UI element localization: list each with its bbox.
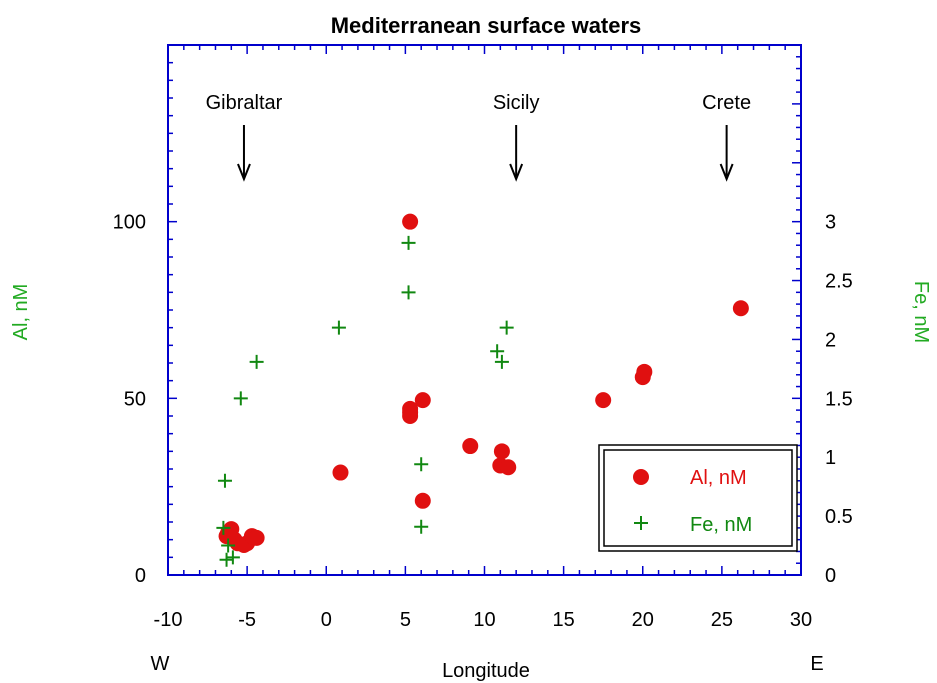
location-annotations: Gibraltar Sicily Crete — [206, 92, 751, 182]
x-tick-label: 25 — [711, 609, 733, 631]
al-point — [402, 213, 419, 230]
fe-point — [233, 391, 248, 406]
fe-point — [221, 538, 236, 553]
x-tick-label: 5 — [400, 609, 411, 631]
fe-point — [499, 320, 514, 335]
fe-point — [216, 520, 231, 535]
x-axis-label: Longitude — [442, 660, 530, 682]
y-left-tick-label: 100 — [113, 212, 146, 234]
al-point — [636, 363, 653, 380]
y-left-tick-label: 0 — [135, 565, 146, 587]
fe-point — [414, 519, 429, 534]
annotation-label: Sicily — [493, 92, 540, 114]
al-point — [732, 300, 749, 317]
legend: Al, nM Fe, nM — [598, 444, 798, 552]
chart-title: Mediterranean surface waters — [331, 13, 642, 38]
al-point — [414, 392, 431, 409]
y-left-tick-label: 50 — [124, 388, 146, 410]
legend-fe-marker — [634, 516, 648, 530]
legend-fe-label: Fe, nM — [690, 514, 752, 536]
tick-labels: -10 -5 0 5 10 15 20 25 30 0 50 100 0 0.5 1 1.5 2 2.5 3 — [113, 212, 853, 631]
legend-al-marker — [633, 469, 649, 485]
x-tick-label: 15 — [553, 609, 575, 631]
fe-point — [401, 285, 416, 300]
legend-inner-frame — [603, 449, 793, 547]
al-point — [493, 443, 510, 460]
x-tick-label: 0 — [321, 609, 332, 631]
annotation-arrow-head — [509, 163, 524, 182]
fe-point — [217, 473, 232, 488]
al-point — [332, 464, 349, 481]
y-right-tick-label: 2 — [825, 329, 836, 351]
left-y-axis-label: Al, nM — [10, 284, 32, 341]
legend-al-label: Al, nM — [690, 467, 747, 489]
fe-point — [494, 354, 509, 369]
fe-point — [331, 320, 346, 335]
y-right-tick-label: 3 — [825, 212, 836, 234]
y-right-tick-label: 0 — [825, 565, 836, 587]
y-right-tick-label: 1.5 — [825, 388, 853, 410]
x-axis-east-label: E — [810, 653, 823, 675]
x-tick-label: 30 — [790, 609, 812, 631]
y-right-tick-label: 0.5 — [825, 506, 853, 528]
plot-frame — [167, 44, 802, 576]
x-tick-label: -10 — [154, 609, 183, 631]
fe-point — [219, 552, 234, 567]
x-tick-label: 20 — [632, 609, 654, 631]
fe-point — [401, 235, 416, 250]
x-axis-west-label: W — [151, 653, 170, 675]
y-right-tick-label: 1 — [825, 447, 836, 469]
x-tick-label: -5 — [238, 609, 256, 631]
fe-point — [414, 457, 429, 472]
fe-point — [225, 550, 240, 565]
fe-point — [249, 354, 264, 369]
al-point — [462, 438, 479, 455]
data-points — [216, 213, 749, 567]
fe-point — [490, 344, 505, 359]
y-right-tick-label: 2.5 — [825, 271, 853, 293]
right-y-axis-label: Fe, nM — [910, 281, 932, 343]
al-point — [414, 492, 431, 509]
annotation-label: Gibraltar — [206, 92, 283, 114]
al-point — [595, 392, 612, 409]
legend-fe-plus — [634, 516, 648, 530]
annotation-arrow-head — [237, 163, 251, 182]
legend-outer-frame — [598, 444, 798, 552]
annotation-arrow-head — [719, 163, 734, 182]
annotation-label: Crete — [702, 92, 751, 114]
al-point — [500, 459, 517, 476]
al-point — [248, 529, 265, 546]
x-tick-label: 10 — [473, 609, 495, 631]
al-point — [402, 408, 419, 424]
